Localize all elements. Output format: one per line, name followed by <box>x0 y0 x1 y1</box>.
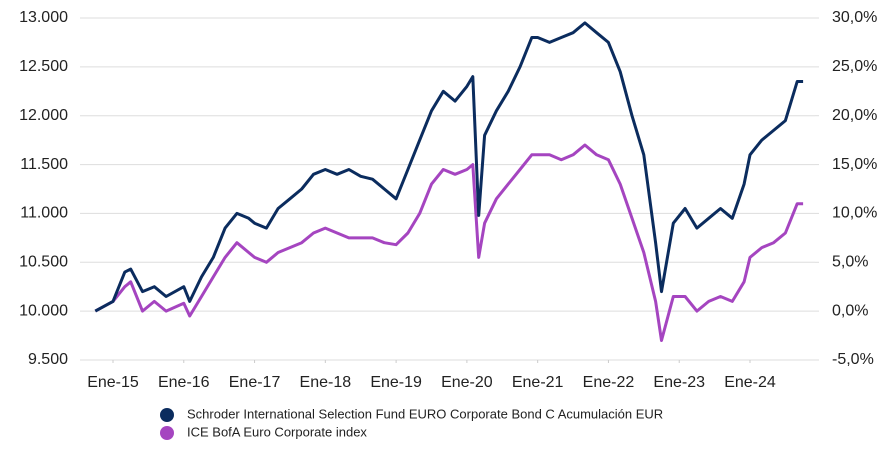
y2-tick-label: 20,0% <box>832 107 877 124</box>
x-tick-label: Ene-18 <box>300 374 352 391</box>
y2-tick-label: -5,0% <box>832 351 874 368</box>
y2-tick-label: 25,0% <box>832 58 877 75</box>
legend-marker <box>160 426 174 440</box>
y-tick-label: 12.000 <box>19 107 68 124</box>
y-tick-label: 12.500 <box>19 58 68 75</box>
legend-label: Schroder International Selection Fund EU… <box>187 406 663 421</box>
x-tick-label: Ene-19 <box>370 374 422 391</box>
y-tick-label: 11.500 <box>20 156 68 173</box>
y-tick-label: 10.000 <box>19 302 68 319</box>
x-tick-label: Ene-22 <box>583 374 635 391</box>
x-tick-label: Ene-24 <box>724 374 776 391</box>
series-line <box>94 143 804 342</box>
series-line <box>94 21 804 313</box>
x-tick-label: Ene-17 <box>229 374 281 391</box>
legend-label: ICE BofA Euro Corporate index <box>187 424 367 439</box>
y2-tick-label: 5,0% <box>832 254 868 271</box>
legend-marker <box>160 408 174 422</box>
x-tick-label: Ene-15 <box>87 374 139 391</box>
y-tick-label: 9.500 <box>28 351 68 368</box>
x-tick-label: Ene-21 <box>512 374 564 391</box>
x-tick-label: Ene-16 <box>158 374 210 391</box>
y2-tick-label: 10,0% <box>832 205 877 222</box>
y2-tick-label: 30,0% <box>832 9 877 26</box>
y-tick-label: 13.000 <box>19 9 68 26</box>
x-tick-label: Ene-23 <box>653 374 705 391</box>
y-tick-label: 11.000 <box>20 205 68 222</box>
y2-tick-label: 15,0% <box>832 156 877 173</box>
y2-tick-label: 0,0% <box>832 302 868 319</box>
x-tick-label: Ene-20 <box>441 374 493 391</box>
y-tick-label: 10.500 <box>19 254 68 271</box>
